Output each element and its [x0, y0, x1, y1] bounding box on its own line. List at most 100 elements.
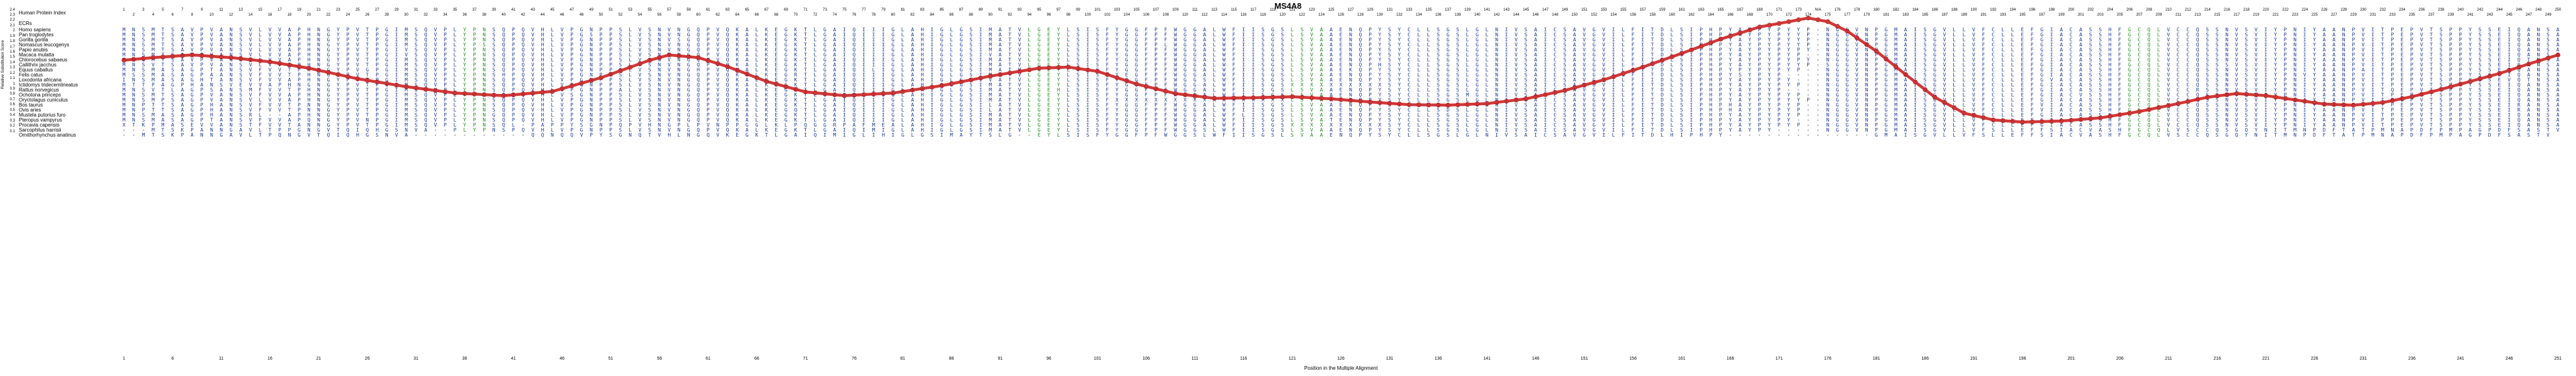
species-label: Chlorocebus sabaeus — [19, 57, 68, 63]
x-tick-label: 46 — [560, 357, 565, 361]
x-tick-label: 21 — [316, 357, 321, 361]
index-number: 249 — [2545, 13, 2552, 17]
index-number: 51 — [608, 8, 613, 12]
index-number: 4 — [152, 13, 155, 17]
ecrs-label: ECRs — [19, 21, 32, 26]
species-label: Equus caballus — [19, 67, 53, 73]
x-tick-label: 156 — [1629, 357, 1637, 361]
index-number: 6 — [171, 13, 174, 17]
species-label: Gorilla gorilla — [19, 37, 48, 43]
index-number: 172 — [1785, 13, 1792, 17]
index-number: 234 — [2399, 8, 2406, 12]
curve-marker — [1825, 19, 1830, 24]
index-number: 8 — [190, 13, 194, 17]
x-tick-label: 51 — [608, 357, 613, 361]
index-number: 179 — [1864, 13, 1870, 17]
index-number: 168 — [1746, 13, 1753, 17]
index-number: 67 — [764, 8, 769, 12]
index-number: 181 — [1883, 13, 1890, 17]
y-tick-label: 0.6 — [9, 103, 15, 107]
index-number: 54 — [637, 13, 642, 17]
index-number: 84 — [930, 13, 934, 17]
index-number: 222 — [2282, 8, 2289, 12]
index-number: N/A — [1815, 8, 1822, 12]
index-number: 83 — [920, 8, 925, 12]
x-tick-label: 31 — [413, 357, 419, 361]
index-number: 15 — [258, 8, 263, 12]
index-number: 99 — [1076, 8, 1080, 12]
index-number: 78 — [871, 13, 876, 17]
y-tick-label: 1.8 — [9, 39, 15, 44]
index-number: 16 — [268, 13, 273, 17]
y-tick-label: 0.4 — [9, 113, 15, 118]
species-label: Ornithorhynchus anatinus — [19, 132, 76, 138]
index-number: 37 — [472, 8, 477, 12]
index-number: 13 — [238, 8, 243, 12]
species-label: Macaca mulatta — [19, 52, 55, 58]
x-tick-label: 66 — [754, 357, 759, 361]
index-number: 71 — [803, 8, 808, 12]
index-number: 223 — [2292, 13, 2298, 17]
x-axis-label: Position in the Multiple Alignment — [1304, 365, 1378, 371]
index-number: 34 — [443, 13, 447, 17]
sequence-row: ---MTSKPANNGAVLTPPGNGVTQIQHGSNVA--PLYPNS… — [122, 127, 2567, 133]
index-number: 220 — [2263, 8, 2270, 12]
index-number: 212 — [2184, 8, 2191, 12]
index-number: 80 — [890, 13, 895, 17]
index-number: 36 — [462, 13, 467, 17]
index-number: 130 — [1377, 13, 1384, 17]
index-number: 200 — [2068, 8, 2075, 12]
index-number: 219 — [2253, 13, 2260, 17]
species-label: Oryctolagus cuniculus — [19, 97, 68, 103]
index-number: 90 — [988, 13, 993, 17]
index-number: 170 — [1766, 13, 1773, 17]
index-number: 106 — [1143, 13, 1150, 17]
index-number: 166 — [1727, 13, 1734, 17]
x-tick-label: 126 — [1337, 357, 1345, 361]
y-tick-label: 1.9 — [9, 34, 15, 38]
y-tick-label: 1.4 — [9, 60, 15, 65]
index-number: 174 — [1805, 13, 1812, 17]
curve-marker — [1786, 19, 1791, 24]
y-tick-label: 0.8 — [9, 92, 15, 97]
index-number: 107 — [1152, 8, 1159, 12]
index-number: 189 — [1961, 13, 1968, 17]
x-tick-label: 116 — [1240, 357, 1248, 361]
index-number: 39 — [491, 8, 496, 12]
index-number: 155 — [1620, 8, 1627, 12]
index-number: 24 — [345, 13, 350, 17]
index-number: 75 — [842, 8, 847, 12]
index-number: 103 — [1113, 8, 1120, 12]
index-number: 5 — [162, 8, 164, 12]
index-number: 88 — [969, 13, 973, 17]
index-number: 97 — [1056, 8, 1061, 12]
index-number: 96 — [1046, 13, 1051, 17]
y-tick-label: 2.3 — [9, 13, 15, 17]
species-label: Mustela putorius furo — [19, 112, 66, 118]
index-number: 138 — [1454, 13, 1461, 17]
x-tick-label: 206 — [2116, 357, 2124, 361]
index-number: 27 — [375, 8, 380, 12]
x-tick-label: 231 — [2359, 357, 2367, 361]
x-tick-label: 26 — [365, 357, 370, 361]
x-tick-label: 166 — [1726, 357, 1734, 361]
x-tick-label: 176 — [1824, 357, 1832, 361]
index-number: 111 — [1192, 8, 1198, 12]
x-tick-label: 201 — [2067, 357, 2075, 361]
index-number: 41 — [511, 8, 516, 12]
index-number: 77 — [862, 8, 866, 12]
index-number: 226 — [2321, 8, 2328, 12]
x-tick-label: 226 — [2310, 357, 2318, 361]
index-number: 93 — [1017, 8, 1022, 12]
index-number: 163 — [1697, 8, 1704, 12]
index-number: 250 — [2555, 8, 2562, 12]
index-number: 57 — [667, 8, 672, 12]
index-number: 178 — [1854, 8, 1860, 12]
index-number: 187 — [1941, 13, 1948, 17]
index-number: 230 — [2360, 8, 2367, 12]
index-number: 180 — [1873, 8, 1880, 12]
x-tick-label: 236 — [2408, 357, 2416, 361]
species-label: Bos taurus — [19, 102, 43, 108]
index-number: 198 — [2048, 8, 2055, 12]
